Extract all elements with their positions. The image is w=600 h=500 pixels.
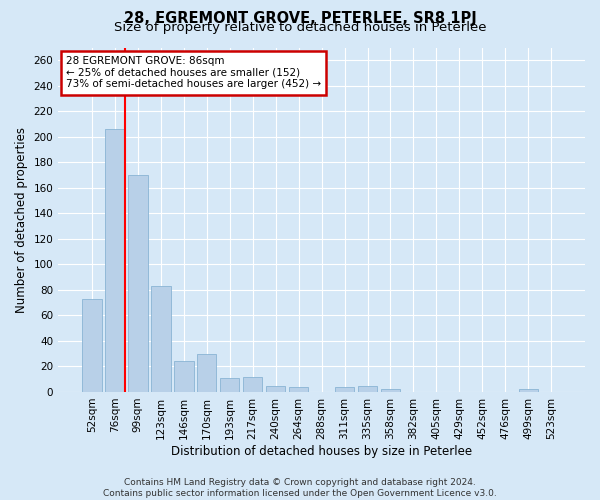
- Bar: [220, 378, 239, 392]
- Text: 28, EGREMONT GROVE, PETERLEE, SR8 1PJ: 28, EGREMONT GROVE, PETERLEE, SR8 1PJ: [124, 11, 476, 26]
- Bar: [358, 386, 377, 392]
- Bar: [128, 175, 148, 392]
- X-axis label: Distribution of detached houses by size in Peterlee: Distribution of detached houses by size …: [171, 444, 472, 458]
- Bar: [243, 376, 262, 392]
- Bar: [197, 354, 217, 392]
- Text: Contains HM Land Registry data © Crown copyright and database right 2024.
Contai: Contains HM Land Registry data © Crown c…: [103, 478, 497, 498]
- Bar: [289, 387, 308, 392]
- Text: 28 EGREMONT GROVE: 86sqm
← 25% of detached houses are smaller (152)
73% of semi-: 28 EGREMONT GROVE: 86sqm ← 25% of detach…: [66, 56, 321, 90]
- Bar: [266, 386, 286, 392]
- Text: Size of property relative to detached houses in Peterlee: Size of property relative to detached ho…: [114, 22, 486, 35]
- Bar: [335, 387, 355, 392]
- Bar: [82, 299, 101, 392]
- Bar: [381, 390, 400, 392]
- Bar: [174, 362, 194, 392]
- Bar: [151, 286, 170, 392]
- Bar: [105, 129, 125, 392]
- Y-axis label: Number of detached properties: Number of detached properties: [15, 126, 28, 312]
- Bar: [518, 390, 538, 392]
